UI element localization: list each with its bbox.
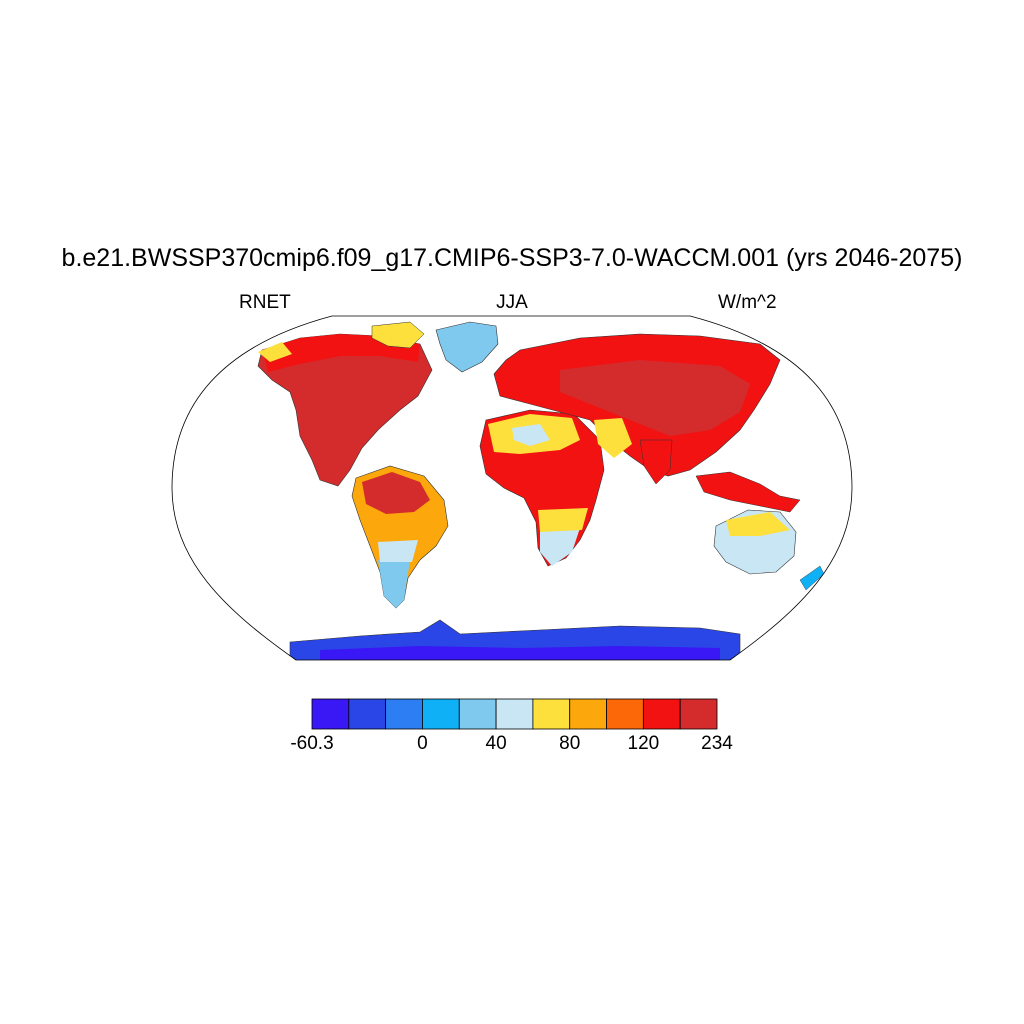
colorbar-swatch	[569, 698, 607, 730]
alaska-coast	[258, 342, 292, 362]
colorbar-tick-label: 80	[559, 733, 581, 754]
north-america-north	[262, 334, 420, 372]
plot-title: b.e21.BWSSP370cmip6.f09_g17.CMIP6-SSP3-7…	[61, 244, 963, 272]
season-label: JJA	[496, 292, 528, 313]
sahara-core	[512, 424, 550, 446]
south-america-mid	[378, 540, 418, 562]
amazon	[362, 472, 430, 514]
india	[639, 439, 673, 485]
colorbar-tick-label: 234	[701, 733, 733, 754]
colorbar-swatch	[532, 698, 571, 730]
colorbar-swatch	[311, 698, 350, 730]
colorbar-swatch	[679, 698, 718, 730]
colorbar-tick-label: 0	[417, 733, 428, 754]
colorbar-swatch	[458, 698, 497, 730]
colorbar-swatch	[606, 698, 644, 730]
arabia	[594, 418, 632, 458]
maritime-asia	[695, 471, 801, 513]
greenland	[435, 321, 499, 373]
colorbar-tick-label: 120	[627, 733, 660, 754]
variable-label: RNET	[239, 292, 291, 313]
colorbar-swatch	[385, 698, 423, 730]
colorbar-swatch	[642, 698, 681, 730]
arctic-islands	[371, 321, 425, 349]
colorbar	[311, 698, 718, 730]
southern-africa	[540, 528, 580, 566]
globe-outline	[171, 315, 853, 661]
colorbar-swatch	[495, 698, 534, 730]
colorbar-tick-label: 40	[485, 733, 507, 754]
eurasia-interior	[560, 360, 750, 436]
australia-north	[726, 512, 790, 536]
colorbar-swatch	[422, 698, 460, 730]
southern-africa-mid	[538, 508, 588, 532]
colorbar-swatch	[348, 698, 387, 730]
south-america-south	[378, 560, 410, 608]
colorbar-tick-label: -60.3	[290, 733, 334, 754]
units-label: W/m^2	[718, 292, 777, 313]
antarctica-interior	[320, 646, 720, 660]
